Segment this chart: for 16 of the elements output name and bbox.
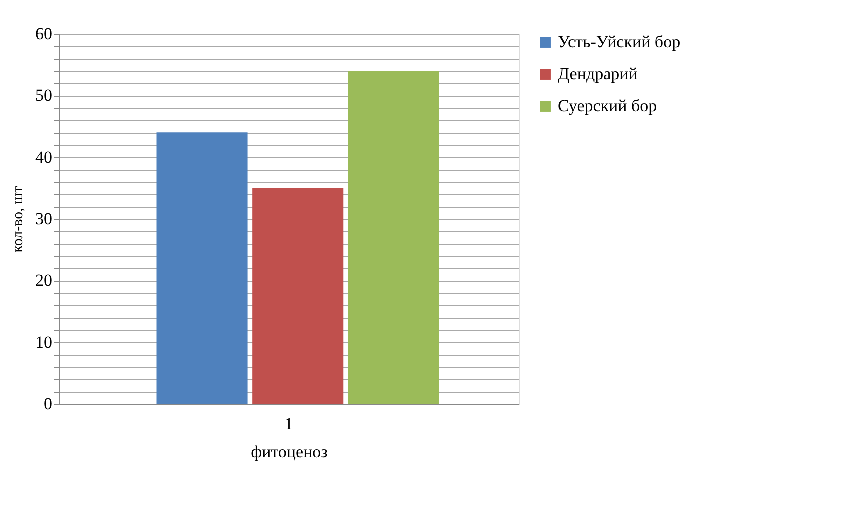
y-axis-title: кол-во, шт xyxy=(10,186,26,253)
legend-label: Суерский бор xyxy=(558,96,658,116)
y-tick-label: 40 xyxy=(36,148,52,167)
y-tick-label: 50 xyxy=(36,86,52,106)
legend-label: Дендрарий xyxy=(558,64,638,84)
bar xyxy=(156,132,248,404)
y-tick-label: 0 xyxy=(44,394,52,414)
bar xyxy=(348,71,440,404)
x-axis-title: фитоценоз xyxy=(251,442,328,462)
legend-label: Усть-Уйский бор xyxy=(558,32,681,52)
x-tick-label: 1 xyxy=(284,414,294,434)
y-tick-label: 10 xyxy=(36,332,52,352)
y-tick-label: 30 xyxy=(36,210,52,228)
bar xyxy=(252,188,344,404)
y-tick-label: 60 xyxy=(36,24,52,44)
y-tick-label: 20 xyxy=(36,271,52,290)
